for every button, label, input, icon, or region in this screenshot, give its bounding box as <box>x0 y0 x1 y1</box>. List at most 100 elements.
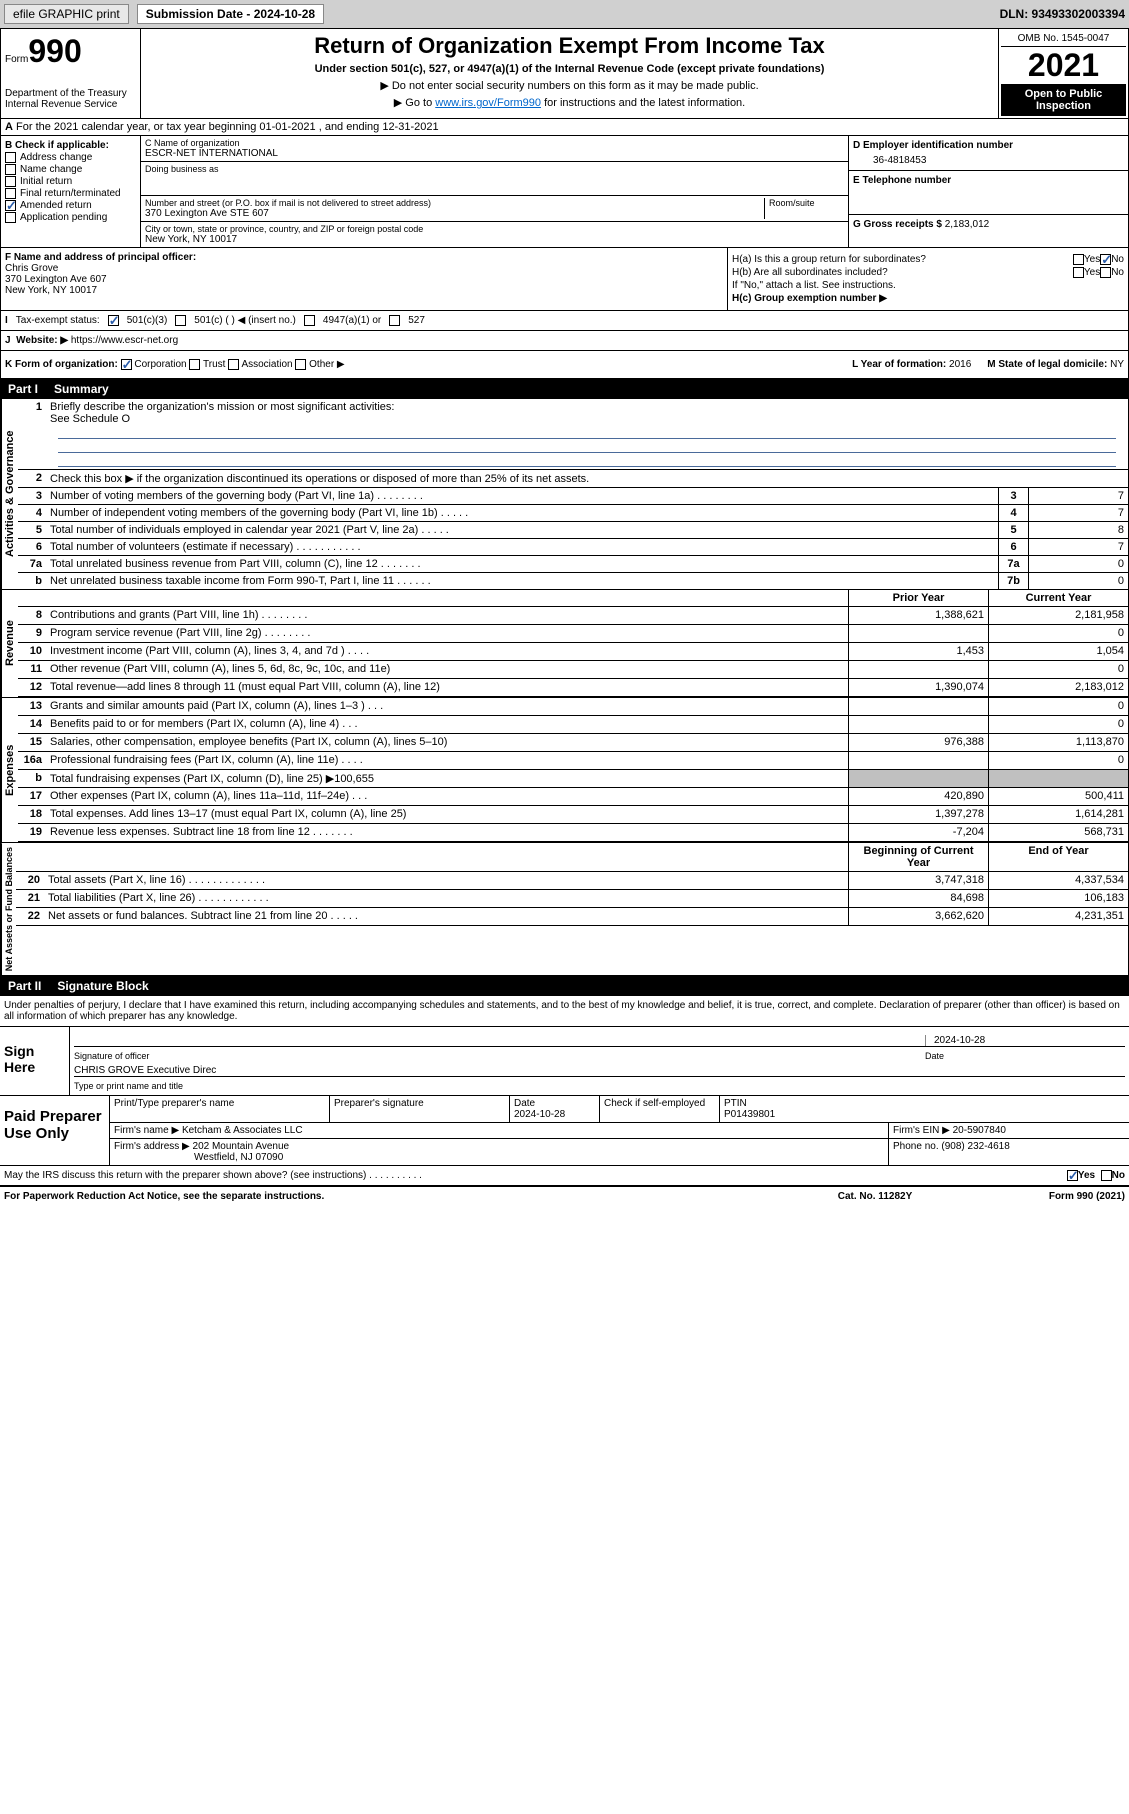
line-3-numcol: 3 <box>998 488 1028 504</box>
501c-check[interactable] <box>175 315 186 326</box>
boy-header: Beginning of Current Year <box>848 843 988 871</box>
line-15-text: Salaries, other compensation, employee b… <box>46 734 848 751</box>
gross-receipts: 2,183,012 <box>945 219 990 230</box>
line-9-prior <box>848 625 988 642</box>
sig-name-label: Type or print name and title <box>74 1081 1125 1091</box>
line-b-current <box>988 770 1128 787</box>
line-11-text: Other revenue (Part VIII, column (A), li… <box>46 661 848 678</box>
hc-label: H(c) Group exemption number ▶ <box>732 293 1124 304</box>
line-13-text: Grants and similar amounts paid (Part IX… <box>46 698 848 715</box>
firm-name: Ketcham & Associates LLC <box>182 1125 303 1136</box>
line-4-value: 7 <box>1028 505 1128 521</box>
other-check[interactable] <box>295 359 306 370</box>
501c3-check[interactable] <box>108 315 119 326</box>
4947-check[interactable] <box>304 315 315 326</box>
line-8-text: Contributions and grants (Part VIII, lin… <box>46 607 848 624</box>
phone-label: E Telephone number <box>853 175 1124 186</box>
b-check-4[interactable] <box>5 200 16 211</box>
line-22-current: 4,231,351 <box>988 908 1128 925</box>
b-check-2[interactable] <box>5 176 16 187</box>
ein-label: D Employer identification number <box>853 140 1124 151</box>
b-check-1[interactable] <box>5 164 16 175</box>
discuss-no-check[interactable] <box>1101 1170 1112 1181</box>
vert-label-revenue: Revenue <box>1 590 18 697</box>
row-i-taxexempt: I Tax-exempt status: 501(c)(3) 501(c) ( … <box>0 311 1129 331</box>
sig-date: 2024-10-28 <box>925 1035 1125 1046</box>
row-a-period: A For the 2021 calendar year, or tax yea… <box>0 119 1129 136</box>
row-j-website: J Website: ▶ https://www.escr-net.org <box>0 331 1129 351</box>
line-17-text: Other expenses (Part IX, column (A), lin… <box>46 788 848 805</box>
line-22-text: Net assets or fund balances. Subtract li… <box>44 908 848 925</box>
open-to-public: Open to Public Inspection <box>1001 84 1126 116</box>
line-17-prior: 420,890 <box>848 788 988 805</box>
line-4-text: Number of independent voting members of … <box>46 505 998 521</box>
line-18-prior: 1,397,278 <box>848 806 988 823</box>
vert-label-ag: Activities & Governance <box>1 399 18 589</box>
line-21-text: Total liabilities (Part X, line 26) . . … <box>44 890 848 907</box>
footer-line: For Paperwork Reduction Act Notice, see … <box>0 1187 1129 1206</box>
prep-date: 2024-10-28 <box>514 1109 565 1120</box>
vert-label-netassets: Net Assets or Fund Balances <box>1 843 16 975</box>
line-11-prior <box>848 661 988 678</box>
top-bar: efile GRAPHIC print Submission Date - 20… <box>0 0 1129 28</box>
form-subtitle: Under section 501(c), 527, or 4947(a)(1)… <box>145 63 994 75</box>
irs-link[interactable]: www.irs.gov/Form990 <box>435 97 541 109</box>
b-label-4: Amended return <box>20 200 92 211</box>
line-16a-prior <box>848 752 988 769</box>
line-13-current: 0 <box>988 698 1128 715</box>
trust-check[interactable] <box>189 359 200 370</box>
row-k-org: K Form of organization: Corporation Trus… <box>0 351 1129 379</box>
form-title: Return of Organization Exempt From Incom… <box>145 33 994 59</box>
paid-preparer-label: Paid Preparer Use Only <box>0 1096 110 1165</box>
line-14-current: 0 <box>988 716 1128 733</box>
line-16a-current: 0 <box>988 752 1128 769</box>
line-14-text: Benefits paid to or for members (Part IX… <box>46 716 848 733</box>
sign-here-block: Sign Here 2024-10-28 Signature of office… <box>0 1027 1129 1096</box>
firm-phone: (908) 232-4618 <box>941 1141 1009 1152</box>
year-formation: 2016 <box>949 359 971 370</box>
line-9-current: 0 <box>988 625 1128 642</box>
line-6-value: 7 <box>1028 539 1128 555</box>
dln-number: DLN: 93493302003394 <box>1000 7 1125 21</box>
line-20-current: 4,337,534 <box>988 872 1128 889</box>
expenses-section: Expenses 13Grants and similar amounts pa… <box>0 698 1129 843</box>
row-fh: F Name and address of principal officer:… <box>0 248 1129 311</box>
b-check-0[interactable] <box>5 152 16 163</box>
ha-no-check[interactable] <box>1100 254 1111 265</box>
firm-addr1: 202 Mountain Avenue <box>193 1141 290 1152</box>
activities-governance: Activities & Governance 1Briefly describ… <box>0 399 1129 590</box>
vert-label-expenses: Expenses <box>1 698 18 842</box>
efile-button[interactable]: efile GRAPHIC print <box>4 4 129 24</box>
b-label-0: Address change <box>20 152 92 163</box>
line-b-prior <box>848 770 988 787</box>
line-18-current: 1,614,281 <box>988 806 1128 823</box>
note-link: ▶ Go to www.irs.gov/Form990 for instruct… <box>145 96 994 109</box>
firm-addr2: Westfield, NJ 07090 <box>194 1152 283 1163</box>
part2-header: Part IISignature Block <box>0 976 1129 996</box>
eoy-header: End of Year <box>988 843 1128 871</box>
discuss-yes-check[interactable] <box>1067 1170 1078 1181</box>
hb-label: H(b) Are all subordinates included? <box>732 267 1073 278</box>
hb-no-check[interactable] <box>1100 267 1111 278</box>
ha-yes-check[interactable] <box>1073 254 1084 265</box>
line-10-text: Investment income (Part VIII, column (A)… <box>46 643 848 660</box>
hb-yes-check[interactable] <box>1073 267 1084 278</box>
form-footer: Form 990 (2021) <box>975 1191 1125 1202</box>
line-b-text: Net unrelated business taxable income fr… <box>46 573 998 589</box>
b-label-5: Application pending <box>20 212 107 223</box>
line-11-current: 0 <box>988 661 1128 678</box>
part1-header: Part ISummary <box>0 379 1129 399</box>
section-f-label: F Name and address of principal officer: <box>5 252 723 263</box>
section-bcd: B Check if applicable: Address changeNam… <box>0 136 1129 248</box>
line-5-numcol: 5 <box>998 522 1028 538</box>
line-3-text: Number of voting members of the governin… <box>46 488 998 504</box>
netassets-section: Net Assets or Fund Balances Beginning of… <box>0 843 1129 976</box>
b-check-5[interactable] <box>5 212 16 223</box>
527-check[interactable] <box>389 315 400 326</box>
org-name: ESCR-NET INTERNATIONAL <box>145 148 844 159</box>
assoc-check[interactable] <box>228 359 239 370</box>
sig-date-label: Date <box>925 1051 1125 1061</box>
submission-date: Submission Date - 2024-10-28 <box>137 4 324 24</box>
corp-check[interactable] <box>121 359 132 370</box>
line-9-text: Program service revenue (Part VIII, line… <box>46 625 848 642</box>
